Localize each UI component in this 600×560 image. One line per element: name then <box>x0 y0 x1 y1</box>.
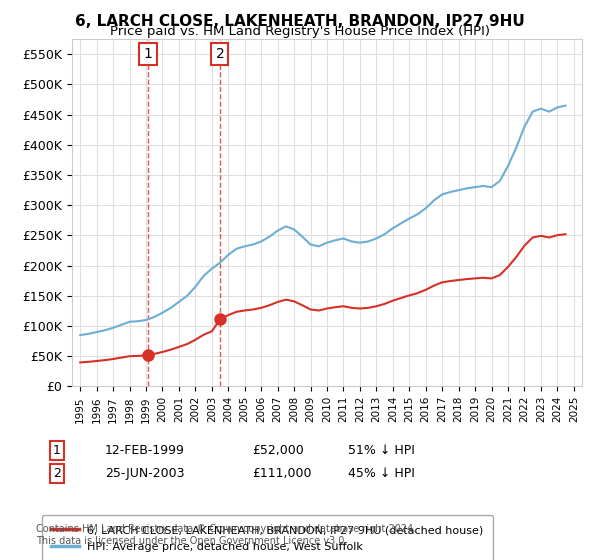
Text: 45% ↓ HPI: 45% ↓ HPI <box>348 466 415 480</box>
Text: 51% ↓ HPI: 51% ↓ HPI <box>348 444 415 458</box>
Text: 2: 2 <box>53 466 61 480</box>
Text: 12-FEB-1999: 12-FEB-1999 <box>105 444 185 458</box>
Text: £52,000: £52,000 <box>252 444 304 458</box>
Legend: 6, LARCH CLOSE, LAKENHEATH, BRANDON, IP27 9HU (detached house), HPI: Average pri: 6, LARCH CLOSE, LAKENHEATH, BRANDON, IP2… <box>42 515 493 560</box>
Text: 2: 2 <box>215 47 224 61</box>
Text: Contains HM Land Registry data © Crown copyright and database right 2024.
This d: Contains HM Land Registry data © Crown c… <box>36 524 416 546</box>
Text: 1: 1 <box>53 444 61 458</box>
Text: £111,000: £111,000 <box>252 466 311 480</box>
Text: 1: 1 <box>143 47 152 61</box>
Text: 25-JUN-2003: 25-JUN-2003 <box>105 466 185 480</box>
Text: 6, LARCH CLOSE, LAKENHEATH, BRANDON, IP27 9HU: 6, LARCH CLOSE, LAKENHEATH, BRANDON, IP2… <box>75 14 525 29</box>
Text: Price paid vs. HM Land Registry's House Price Index (HPI): Price paid vs. HM Land Registry's House … <box>110 25 490 38</box>
